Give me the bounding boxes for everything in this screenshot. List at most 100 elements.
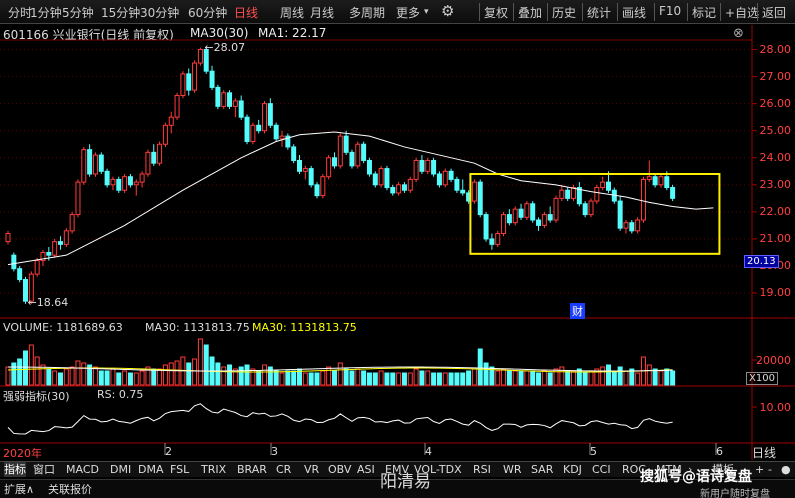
volume-bar — [162, 364, 168, 386]
candle-body — [238, 100, 244, 118]
indicator-tab-9[interactable]: VR — [304, 463, 320, 476]
toolbar-button-2[interactable]: 历史 — [552, 6, 577, 20]
candle-body — [75, 181, 81, 216]
candle-body — [401, 184, 407, 191]
period-5[interactable]: 60分钟 — [188, 6, 228, 20]
related-quotes-button[interactable]: 关联报价 — [48, 483, 92, 496]
toolbar-button-1[interactable]: 叠加 — [518, 6, 543, 20]
volume-bar — [285, 370, 291, 386]
toolbar-button-3[interactable]: 统计 — [587, 6, 612, 20]
period-3[interactable]: 15分钟 — [101, 6, 141, 20]
indicator-tab-8[interactable]: CR — [276, 463, 292, 476]
candle-body — [448, 170, 454, 180]
candle-body — [11, 254, 17, 270]
candle-body — [658, 176, 664, 186]
candle-body — [34, 260, 40, 275]
candle-body — [349, 151, 355, 167]
low-annotation: ←18.64 — [27, 295, 69, 309]
zoom-out-icon[interactable]: - — [768, 463, 772, 476]
period-4[interactable]: 30分钟 — [140, 6, 180, 20]
indicator-tab-11[interactable]: ASI — [357, 463, 375, 476]
toolbar-button-8[interactable]: 返回 — [762, 6, 787, 20]
indicator-tab-13[interactable]: VOL-TDX — [414, 463, 462, 476]
volume-bar — [425, 370, 431, 386]
volume-bar — [378, 370, 384, 386]
candle-body — [454, 178, 460, 191]
dot-icon[interactable]: ● — [781, 463, 791, 476]
candle-body — [308, 168, 314, 186]
candle-body — [52, 241, 58, 256]
period-0[interactable]: 分时 — [8, 6, 33, 20]
toolbar-button-6[interactable]: 标记 — [692, 6, 717, 20]
volume-ma-b: MA30: 1131813.75 — [252, 321, 357, 334]
candle-body — [378, 168, 384, 186]
month-label: 2 — [165, 445, 172, 458]
candle-body — [297, 159, 302, 172]
toolbar-button-0[interactable]: 复权 — [484, 6, 509, 20]
volume-bar — [314, 372, 320, 386]
indicator-tab-4[interactable]: DMA — [138, 463, 164, 476]
volume-label: VOLUME: 1181689.63 — [3, 321, 123, 334]
period-1[interactable]: 1分钟 — [30, 6, 62, 20]
indicator-tab-17[interactable]: KDJ — [563, 463, 582, 476]
watermark-right-small: 新用户随时复盘 — [700, 489, 770, 498]
indicator-tab-20[interactable]: MTM — [656, 463, 682, 476]
indicator-tab-0[interactable]: 指标 — [4, 462, 26, 477]
period-9[interactable]: 多周期 — [349, 6, 386, 20]
volume-bar — [104, 370, 110, 386]
period-8[interactable]: 月线 — [310, 6, 335, 20]
volume-bar — [232, 368, 238, 386]
volume-bar — [635, 372, 641, 386]
more-arrow-icon[interactable]: ▾ — [424, 7, 429, 17]
candle-body — [320, 176, 326, 197]
candle-body — [157, 143, 163, 164]
indicator-tab-14[interactable]: RSI — [473, 463, 491, 476]
gear-icon[interactable]: ⚙ — [441, 2, 455, 20]
candle-body — [512, 208, 518, 224]
volume-bar — [582, 372, 588, 386]
indicator-tab-19[interactable]: ROC — [622, 463, 646, 476]
finance-marker[interactable]: 财 — [570, 303, 585, 319]
volume-bar — [215, 362, 221, 386]
indicator-tab-15[interactable]: WR — [503, 463, 522, 476]
toolbar-button-7[interactable]: +自选 — [725, 6, 760, 20]
indicator-tab-2[interactable]: MACD — [66, 463, 99, 476]
expand-button[interactable]: 扩展∧ — [4, 483, 35, 496]
volume-bar — [197, 338, 203, 386]
indicator-tab-21[interactable]: › — [688, 463, 693, 476]
period-10[interactable]: 更多 — [396, 6, 421, 20]
volume-bar — [355, 368, 361, 386]
candle-body — [209, 70, 215, 88]
zoom-in-icon[interactable]: + — [755, 463, 765, 476]
period-2[interactable]: 5分钟 — [62, 6, 94, 20]
corner-period[interactable]: 日线 — [752, 446, 777, 460]
volume-bar — [57, 372, 63, 386]
close-icon[interactable]: ⊗ — [733, 26, 744, 41]
indicator-tab-5[interactable]: FSL — [170, 463, 190, 476]
candle-body — [40, 251, 46, 262]
indicator-tab-10[interactable]: OBV — [328, 463, 352, 476]
toolbar-button-4[interactable]: 画线 — [622, 6, 647, 20]
volume-bar — [390, 372, 396, 386]
indicator-tab-7[interactable]: BRAR — [237, 463, 267, 476]
candle-body — [559, 189, 565, 199]
indicator-tab-6[interactable]: TRIX — [201, 463, 227, 476]
indicator-tab-1[interactable]: 窗口 — [33, 463, 55, 476]
candle-body — [116, 178, 122, 191]
volume-bar — [349, 370, 355, 386]
period-6[interactable]: 日线 — [234, 6, 259, 20]
period-toolbar: 分时 1分钟 5分钟 15分钟 30分钟 60分钟 日线 周线 月线 多周期 更多 ▾ ⚙ 复权 叠加 历史统… — [0, 0, 795, 24]
indicator-tab-12[interactable]: EMV — [385, 463, 409, 476]
volume-bar — [337, 362, 343, 386]
toolbar-button-5[interactable]: F10 — [659, 4, 682, 18]
volume-bar — [547, 372, 553, 386]
candle-body — [471, 181, 477, 202]
period-7[interactable]: 周线 — [280, 6, 305, 20]
indicator-tab-3[interactable]: DMI — [110, 463, 132, 476]
indicator-tab-18[interactable]: CCI — [592, 463, 611, 476]
ma30-line — [7, 131, 714, 266]
candle-body — [215, 86, 221, 107]
candle-body — [203, 49, 209, 72]
indicator-tab-22[interactable]: 模板 — [712, 463, 734, 476]
indicator-tab-16[interactable]: SAR — [531, 463, 554, 476]
